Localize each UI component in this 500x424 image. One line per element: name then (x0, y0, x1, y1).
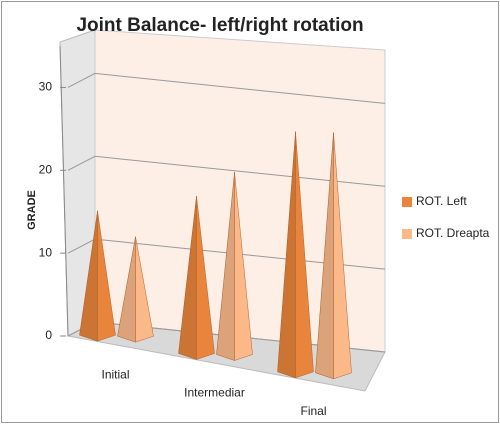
legend-label: ROT. Dreapta (416, 226, 490, 240)
x-tick-label: Final (300, 404, 326, 418)
pyramid-shade (315, 132, 334, 379)
pyramid-shade (216, 172, 235, 361)
pyramid-shade (79, 210, 98, 342)
pyramid-shade (277, 131, 296, 378)
y-axis-label: GRADE (26, 190, 38, 230)
y-tick-label: 10 (39, 245, 53, 259)
x-tick-label: Initial (101, 367, 129, 381)
pyramid-face (196, 196, 215, 360)
pyramid-face (295, 131, 314, 379)
legend-swatch (402, 197, 412, 207)
chart-title: Joint Balance- left/right rotation (76, 15, 363, 36)
pyramid-shade (117, 236, 136, 343)
x-tick-label: Intermediar (184, 386, 245, 400)
pyramid-face (333, 132, 352, 380)
pyramid-shade (178, 196, 197, 360)
legend-swatch (402, 229, 412, 239)
grid-line (67, 155, 386, 187)
pyramid-face (234, 172, 253, 361)
y-tick-label: 20 (39, 162, 53, 176)
y-tick-label: 0 (45, 328, 52, 342)
y-tick-label: 30 (39, 80, 53, 94)
grid-line (67, 72, 386, 104)
pyramid-face (97, 210, 116, 342)
y-axis (59, 45, 69, 337)
pyramid-face (135, 236, 154, 343)
legend-label: ROT. Left (416, 194, 467, 208)
